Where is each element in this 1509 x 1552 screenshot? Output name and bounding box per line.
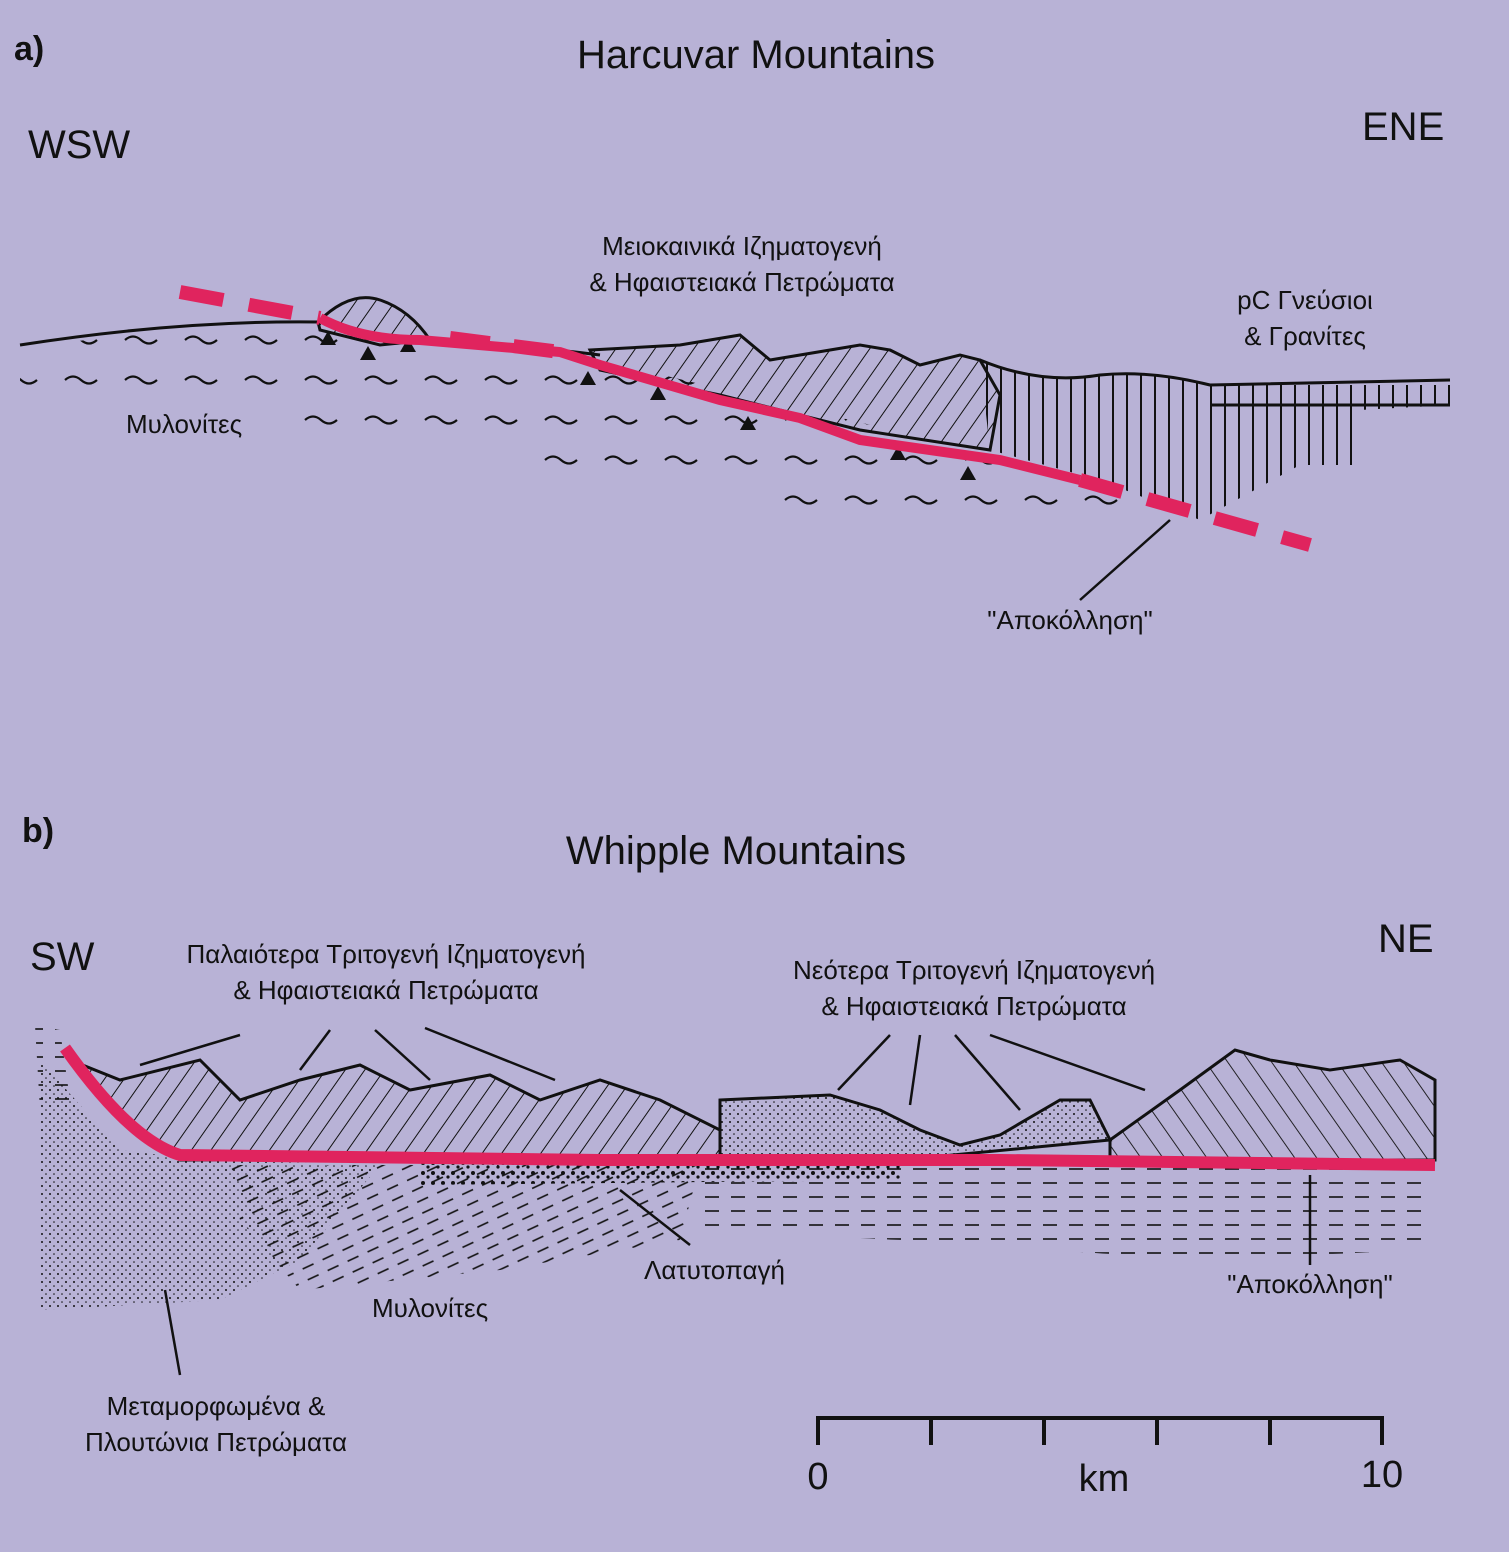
panel-a-detachment-dashed-mid: [449, 331, 561, 359]
panel-a-drawing: [19, 285, 1451, 601]
panel-a-mylonite-body: [20, 324, 1150, 520]
panel-b-younger-label-line1: Νεότερα Τριτογενή Ιζηματογενή: [792, 955, 1156, 985]
panel-a-left-surface: [19, 320, 321, 347]
panel-a-miocene-label-line1: Μειοκαινικά Ιζηματογενή: [602, 231, 882, 261]
panel-b-left-layer: [35, 1025, 70, 1110]
panel-a-gneiss-label-line1: pC Γνεύσιοι: [1237, 285, 1373, 315]
panel-b-meta-label-line1: Μεταμορφωμένα &: [106, 1391, 326, 1421]
panel-b-title: Whipple Mountains: [565, 829, 907, 873]
scale-end-label: 10: [1360, 1454, 1404, 1496]
scale-bar: [816, 1416, 1384, 1445]
panel-a-detachment-label: "Αποκόλληση": [987, 605, 1153, 635]
panel-b-older-label-line1: Παλαιότερα Τριτογενή Ιζηματογενή: [186, 939, 586, 969]
panel-b-leader-lines: [139, 1026, 1312, 1376]
panel-b-dir-left: SW: [30, 935, 95, 979]
panel-a-miocene-label-line2: & Ηφαιστειακά Πετρώματα: [589, 267, 895, 297]
panel-a-title: Harcuvar Mountains: [577, 33, 935, 77]
panel-b-mylonites-label: Μυλονίτες: [372, 1293, 489, 1323]
panel-b-mylonite-body: [230, 1165, 700, 1290]
panel-b-detachment-label: "Αποκόλληση": [1227, 1269, 1393, 1299]
panel-b-younger-tertiary-peaks: [1108, 1048, 1437, 1162]
panel-a-detachment-dashed-right: [1078, 473, 1312, 552]
panel-a-gneiss-body: [980, 360, 1450, 520]
panel-b-letter: b): [22, 812, 55, 850]
panel-b-younger-tertiary-flat: [718, 1093, 1113, 1162]
panel-a-dir-left: WSW: [28, 123, 131, 167]
panel-a-detachment-leader: [1079, 519, 1171, 601]
panel-b-flat-mylonite: [700, 1165, 1430, 1260]
panel-a-letter: a): [14, 30, 45, 68]
panel-b-meta-label-line2: Πλουτώνια Πετρώματα: [85, 1427, 347, 1457]
scale-start-label: 0: [807, 1456, 829, 1498]
panel-a-mylonites-label: Μυλονίτες: [126, 409, 243, 439]
panel-b-younger-label-line2: & Ηφαιστειακά Πετρώματα: [821, 991, 1127, 1021]
panel-b-dir-right: NE: [1378, 917, 1434, 961]
scale-unit-label: km: [1078, 1458, 1130, 1500]
panel-b-detachment: [60, 1044, 1436, 1171]
panel-a-gneiss-top: [979, 358, 1451, 387]
panel-a-shear-marks: [320, 331, 976, 480]
panel-a-detachment-solid: [317, 313, 1082, 485]
panel-b-drawing: [35, 1025, 1437, 1376]
panel-b-breccia-label: Λατυτοπαγή: [644, 1255, 785, 1285]
panel-a-gneiss-label-line2: & Γρανίτες: [1244, 321, 1366, 351]
panel-a-detachment-dashed-left: [178, 285, 322, 325]
panel-a-dir-right: ENE: [1362, 105, 1445, 149]
panel-b-older-label-line2: & Ηφαιστειακά Πετρώματα: [233, 975, 539, 1005]
